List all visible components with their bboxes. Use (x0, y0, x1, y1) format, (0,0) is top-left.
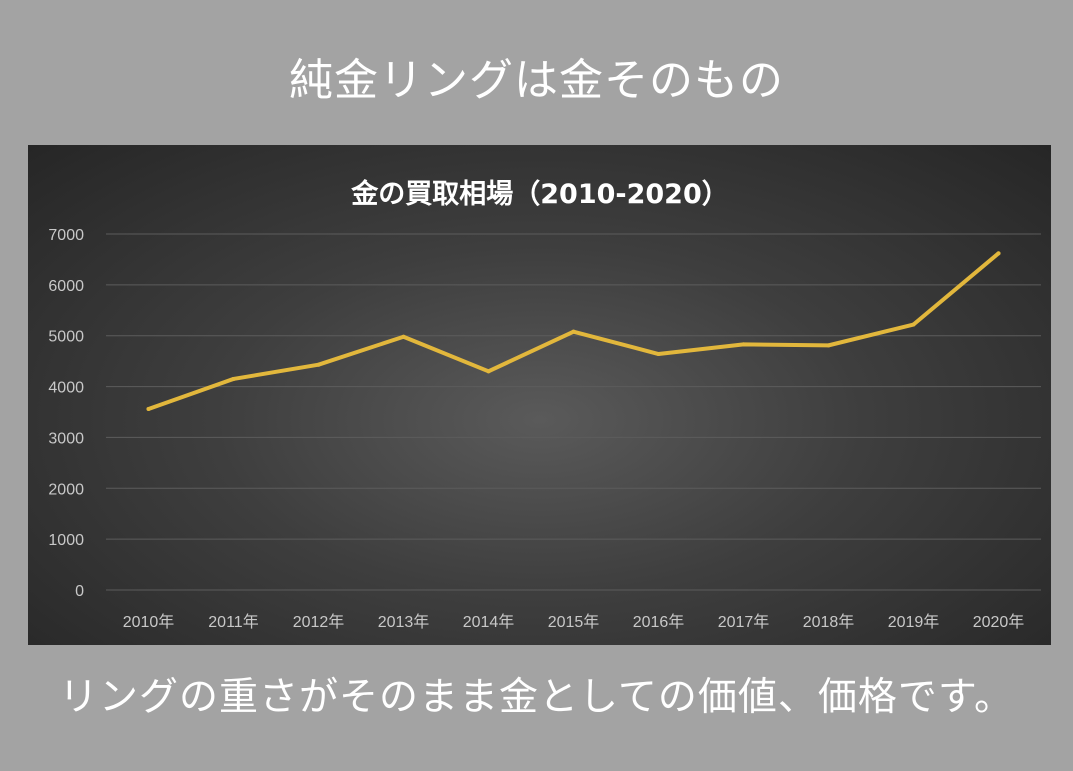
gridlines (106, 233, 1041, 591)
data-point (741, 342, 746, 347)
chart-title: 金の買取相場（2010-2020） (350, 178, 729, 210)
data-point (996, 251, 1001, 256)
y-axis-ticks: 0 1000 2000 3000 4000 5000 6000 7000 (48, 227, 84, 600)
x-tick-label: 2013年 (378, 613, 430, 631)
caption: リングの重さがそのまま金としての価値、価格です。 (59, 675, 1014, 720)
headline: 純金リングは金そのもの (289, 55, 784, 106)
x-tick-label: 2017年 (718, 613, 770, 631)
data-point (486, 369, 491, 374)
x-axis-ticks: 2010年 2011年 2012年 2013年 2014年 2015年 2016年 2017年… (123, 613, 1025, 631)
y-tick-label: 1000 (48, 532, 84, 549)
y-tick-label: 7000 (48, 227, 84, 244)
x-tick-label: 2011年 (208, 613, 258, 631)
x-tick-label: 2014年 (463, 613, 515, 631)
data-point (911, 322, 916, 327)
data-point (571, 329, 576, 334)
y-tick-label: 6000 (48, 278, 84, 295)
x-tick-label: 2019年 (888, 613, 940, 631)
y-tick-label: 5000 (48, 329, 84, 346)
y-tick-label: 0 (75, 583, 84, 600)
x-tick-label: 2015年 (548, 613, 600, 631)
data-point (231, 376, 236, 381)
x-tick-label: 2016年 (633, 613, 685, 631)
y-tick-label: 3000 (48, 430, 84, 447)
x-tick-label: 2010年 (123, 613, 175, 631)
data-point (316, 362, 321, 367)
y-tick-label: 2000 (48, 481, 84, 498)
chart-panel: 金の買取相場（2010-2020） 0 1000 2000 3000 4000 5000 6… (28, 145, 1051, 645)
series-layer (146, 251, 1001, 411)
x-tick-label: 2018年 (803, 613, 855, 631)
data-point (146, 406, 151, 411)
data-point (656, 352, 661, 357)
y-tick-label: 4000 (48, 380, 84, 397)
x-tick-label: 2012年 (293, 613, 345, 631)
data-point (826, 343, 831, 348)
x-tick-label: 2020年 (973, 613, 1025, 631)
line-chart: 金の買取相場（2010-2020） 0 1000 2000 3000 4000 5000 6… (48, 178, 1041, 631)
data-point (401, 334, 406, 339)
